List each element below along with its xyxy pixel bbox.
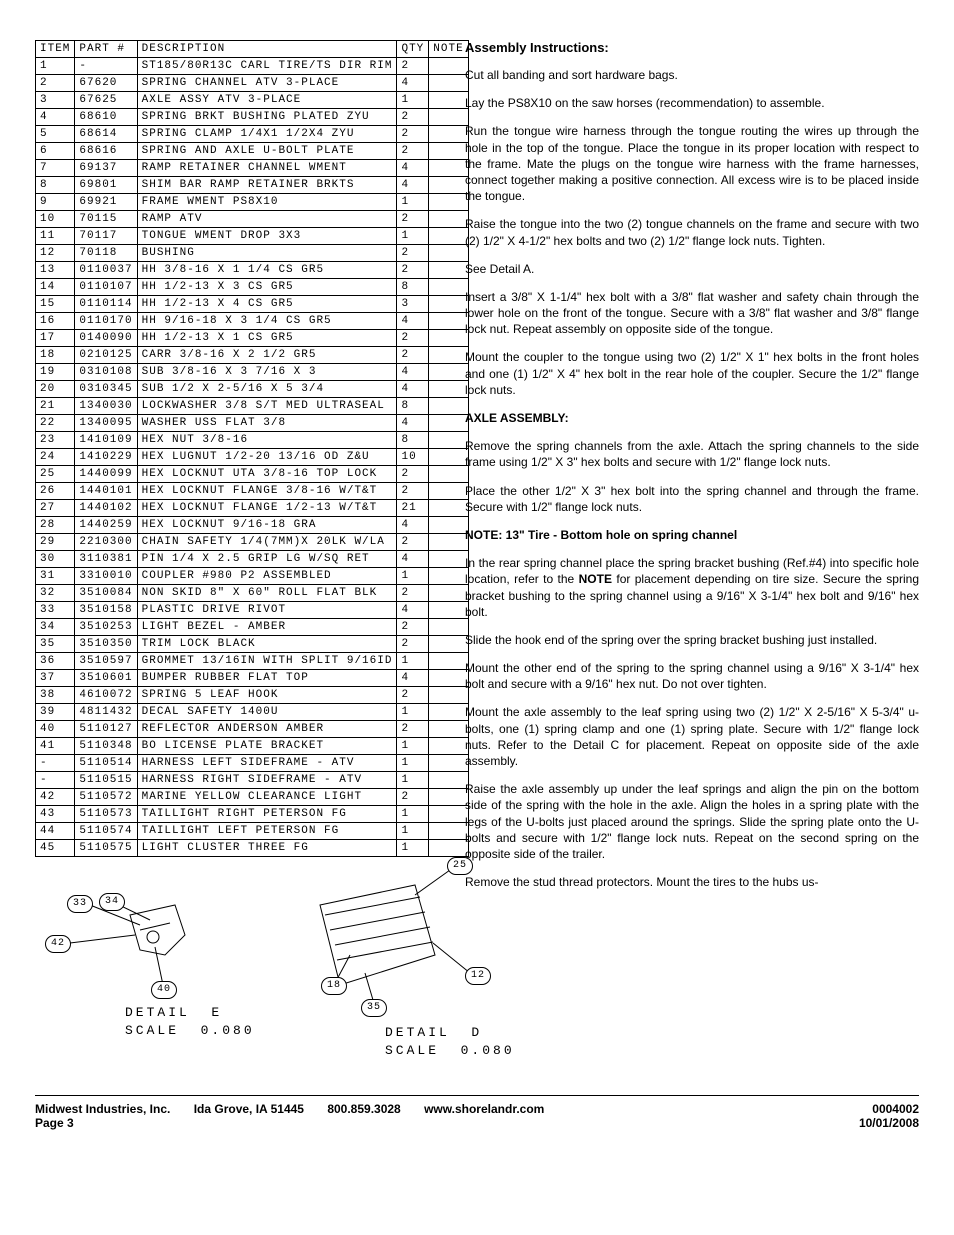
footer-page: Page 3 (35, 1116, 74, 1130)
p8: Remove the spring channels from the axle… (465, 438, 919, 470)
table-row: 1270118BUSHING2 (36, 245, 469, 262)
balloon-35: 35 (361, 999, 387, 1017)
detail-e-label2: SCALE 0.080 (125, 1023, 255, 1038)
table-row: 241410229HEX LUGNUT 1/2-20 13/16 OD Z&U1… (36, 449, 469, 466)
footer-company: Midwest Industries, Inc. (35, 1102, 170, 1116)
table-row: 251440099HEX LOCKNUT UTA 3/8-16 TOP LOCK… (36, 466, 469, 483)
table-row: 261440101HEX LOCKNUT FLANGE 3/8-16 W/T&T… (36, 483, 469, 500)
col-part: PART # (75, 41, 137, 58)
table-row: -5110515HARNESS RIGHT SIDEFRAME - ATV1 (36, 772, 469, 789)
table-row: 353510350TRIM LOCK BLACK2 (36, 636, 469, 653)
table-row: 425110572MARINE YELLOW CLEARANCE LIGHT2 (36, 789, 469, 806)
balloon-18: 18 (321, 977, 347, 995)
p1: Cut all banding and sort hardware bags. (465, 67, 919, 83)
table-row: 303110381PIN 1/4 X 2.5 GRIP LG W/SQ RET4 (36, 551, 469, 568)
balloon-25: 25 (447, 857, 473, 875)
table-row: 415110348BO LICENSE PLATE BRACKET1 (36, 738, 469, 755)
p2: Lay the PS8X10 on the saw horses (recomm… (465, 95, 919, 111)
table-row: 292210300CHAIN SAFETY 1/4(7MM)X 20LK W/L… (36, 534, 469, 551)
detail-e-label1: DETAIL E (125, 1005, 222, 1020)
col-item: ITEM (36, 41, 75, 58)
table-row: 405110127REFLECTOR ANDERSON AMBER2 (36, 721, 469, 738)
table-row: 281440259HEX LOCKNUT 9/16-18 GRA4 (36, 517, 469, 534)
table-row: 271440102HEX LOCKNUT FLANGE 1/2-13 W/T&T… (36, 500, 469, 517)
table-row: 367625AXLE ASSY ATV 3-PLACE1 (36, 92, 469, 109)
table-row: 221340095WASHER USS FLAT 3/84 (36, 415, 469, 432)
p5: See Detail A. (465, 261, 919, 277)
p7: Mount the coupler to the tongue using tw… (465, 349, 919, 398)
table-row: 267620SPRING CHANNEL ATV 3-PLACE4 (36, 75, 469, 92)
drawings-area: 33 34 42 40 DETAIL E SCALE 0.080 (35, 875, 435, 1085)
table-row: 969921FRAME WMENT PS8X101 (36, 194, 469, 211)
p15: Remove the stud thread protectors. Mount… (465, 874, 919, 890)
p11: Slide the hook end of the spring over th… (465, 632, 919, 648)
p13: Mount the axle assembly to the leaf spri… (465, 704, 919, 769)
axle-heading: AXLE ASSEMBLY: (465, 410, 919, 426)
footer-date: 10/01/2008 (859, 1116, 919, 1130)
table-row: 363510597GROMMET 13/16IN WITH SPLIT 9/16… (36, 653, 469, 670)
table-row: 170140090HH 1/2-13 X 1 CS GR52 (36, 330, 469, 347)
p3: Run the tongue wire harness through the … (465, 123, 919, 204)
table-row: 140110107HH 1/2-13 X 3 CS GR58 (36, 279, 469, 296)
footer-website: www.shorelandr.com (424, 1102, 544, 1116)
table-row: 1170117TONGUE WMENT DROP 3X31 (36, 228, 469, 245)
footer-phone: 800.859.3028 (327, 1102, 400, 1116)
table-row: 211340030LOCKWASHER 3/8 S/T MED ULTRASEA… (36, 398, 469, 415)
table-row: 343510253LIGHT BEZEL - AMBER2 (36, 619, 469, 636)
table-row: 150110114HH 1/2-13 X 4 CS GR53 (36, 296, 469, 313)
table-row: 445110574TAILLIGHT LEFT PETERSON FG1 (36, 823, 469, 840)
table-row: 323510084NON SKID 8" X 60" ROLL FLAT BLK… (36, 585, 469, 602)
p10: In the rear spring channel place the spr… (465, 555, 919, 620)
table-row: 384610072SPRING 5 LEAF HOOK2 (36, 687, 469, 704)
balloon-34: 34 (99, 893, 125, 911)
table-row: 1070115RAMP ATV2 (36, 211, 469, 228)
parts-table: ITEM PART # DESCRIPTION QTY NOTE 1-ST185… (35, 40, 469, 857)
p14: Raise the axle assembly up under the lea… (465, 781, 919, 862)
table-row: 190310108SUB 3/8-16 X 3 7/16 X 34 (36, 364, 469, 381)
p4: Raise the tongue into the two (2) tongue… (465, 216, 919, 248)
balloon-33: 33 (67, 895, 93, 913)
table-row: 180210125CARR 3/8-16 X 2 1/2 GR52 (36, 347, 469, 364)
p9: Place the other 1/2" X 3" hex bolt into … (465, 483, 919, 515)
col-qty: QTY (397, 41, 429, 58)
table-row: 468610SPRING BRKT BUSHING PLATED ZYU2 (36, 109, 469, 126)
table-row: 435110573TAILLIGHT RIGHT PETERSON FG1 (36, 806, 469, 823)
note-line: NOTE: 13" Tire - Bottom hole on spring c… (465, 527, 919, 543)
table-row: 869801SHIM BAR RAMP RETAINER BRKTS4 (36, 177, 469, 194)
table-row: 568614SPRING CLAMP 1/4X1 1/2X4 ZYU2 (36, 126, 469, 143)
table-row: -5110514HARNESS LEFT SIDEFRAME - ATV1 (36, 755, 469, 772)
table-row: 373510601BUMPER RUBBER FLAT TOP4 (36, 670, 469, 687)
table-row: 313310010COUPLER #980 P2 ASSEMBLED1 (36, 568, 469, 585)
p6: Insert a 3/8" X 1-1/4" hex bolt with a 3… (465, 289, 919, 338)
table-row: 394811432DECAL SAFETY 1400U1 (36, 704, 469, 721)
detail-e: 33 34 42 40 DETAIL E SCALE 0.080 (45, 875, 245, 1055)
table-row: 130110037HH 3/8-16 X 1 1/4 CS GR52 (36, 262, 469, 279)
balloon-42: 42 (45, 935, 71, 953)
balloon-40: 40 (151, 981, 177, 999)
table-row: 160110170HH 9/16-18 X 3 1/4 CS GR54 (36, 313, 469, 330)
detail-d-label2: SCALE 0.080 (385, 1043, 515, 1058)
table-row: 231410109HEX NUT 3/8-168 (36, 432, 469, 449)
detail-d: 25 18 12 35 DETAIL D SCALE 0.080 (265, 855, 495, 1075)
table-row: 668616SPRING AND AXLE U-BOLT PLATE2 (36, 143, 469, 160)
footer-docnum: 0004002 (872, 1102, 919, 1116)
table-row: 200310345SUB 1/2 X 2-5/16 X 5 3/44 (36, 381, 469, 398)
balloon-12: 12 (465, 967, 491, 985)
instructions-title: Assembly Instructions: (465, 40, 919, 55)
p12: Mount the other end of the spring to the… (465, 660, 919, 692)
col-note: NOTE (429, 41, 468, 58)
page-footer: Midwest Industries, Inc. Ida Grove, IA 5… (35, 1095, 919, 1130)
instructions-column: Assembly Instructions: Cut all banding a… (465, 40, 919, 1085)
detail-d-label1: DETAIL D (385, 1025, 482, 1040)
table-row: 333510158PLASTIC DRIVE RIVOT4 (36, 602, 469, 619)
table-row: 1-ST185/80R13C CARL TIRE/TS DIR RIM2 (36, 58, 469, 75)
footer-location: Ida Grove, IA 51445 (194, 1102, 304, 1116)
table-row: 455110575LIGHT CLUSTER THREE FG1 (36, 840, 469, 857)
table-row: 769137RAMP RETAINER CHANNEL WMENT4 (36, 160, 469, 177)
col-desc: DESCRIPTION (137, 41, 397, 58)
